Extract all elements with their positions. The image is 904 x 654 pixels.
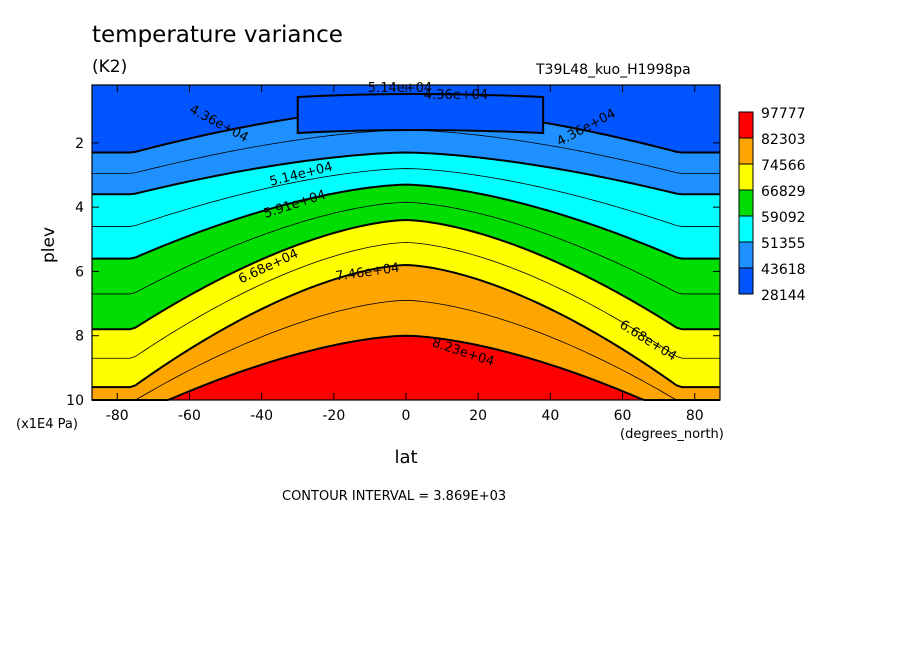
- x-tick-label: 80: [686, 408, 704, 424]
- contour-line-thin: [92, 242, 720, 359]
- run-id-label: T39L48_kuo_H1998pa: [536, 62, 691, 78]
- colorbar-swatch: [738, 267, 754, 295]
- y-axis-units: (x1E4 Pa): [16, 417, 78, 432]
- contour-line: [92, 263, 720, 389]
- contour-label: 5.14e+04: [368, 81, 432, 96]
- colorbar-swatch: [738, 137, 754, 165]
- x-tick-label: 0: [402, 408, 411, 424]
- contour-line: [92, 183, 720, 260]
- contour-label: 4.36e+04: [424, 88, 488, 103]
- x-tick-label: -40: [250, 408, 273, 424]
- band-6: [92, 335, 720, 400]
- x-tick-label: 60: [614, 408, 632, 424]
- chart-title: temperature variance: [92, 22, 343, 48]
- x-tick-label: -20: [322, 408, 345, 424]
- colorbar-label: 28144: [761, 288, 806, 304]
- y-tick-label: 6: [75, 264, 84, 280]
- colorbar-swatch: [738, 189, 754, 217]
- colorbar-swatch: [738, 215, 754, 243]
- y-axis-label: plev: [39, 227, 59, 263]
- y-tick-label: 8: [75, 329, 84, 345]
- contour-line: [92, 334, 720, 401]
- contour-interval-note: CONTOUR INTERVAL = 3.869E+03: [282, 489, 507, 504]
- x-tick-label: -60: [178, 408, 201, 424]
- x-tick-label: -80: [106, 408, 129, 424]
- contour-line-thin: [92, 168, 720, 227]
- colorbar-label: 82303: [761, 132, 806, 148]
- x-tick-label: 40: [541, 408, 559, 424]
- colorbar-label: 74566: [761, 158, 806, 174]
- y-tick-label: 2: [75, 136, 84, 152]
- upper-core-region: [296, 93, 545, 135]
- colorbar-label: 59092: [761, 210, 806, 226]
- colorbar-label: 43618: [761, 262, 806, 278]
- y-tick-label: 4: [75, 200, 84, 216]
- colorbar-swatch: [738, 241, 754, 269]
- colorbar-swatch: [738, 111, 754, 139]
- contour-line-thin: [92, 299, 720, 401]
- colorbar-label: 66829: [761, 184, 806, 200]
- chart-units: (K2): [92, 57, 128, 77]
- contour-line-thin: [92, 201, 720, 295]
- contour-line: [92, 218, 720, 331]
- colorbar-label: 97777: [761, 106, 806, 122]
- band-5: [92, 265, 720, 400]
- colorbar-label: 51355: [761, 236, 806, 252]
- x-tick-label: 20: [469, 408, 487, 424]
- y-tick-label: 10: [66, 393, 84, 409]
- contour-line: [92, 151, 720, 196]
- colorbar-swatch: [738, 163, 754, 191]
- x-axis-label: lat: [394, 447, 417, 468]
- x-axis-units: (degrees_north): [620, 427, 724, 442]
